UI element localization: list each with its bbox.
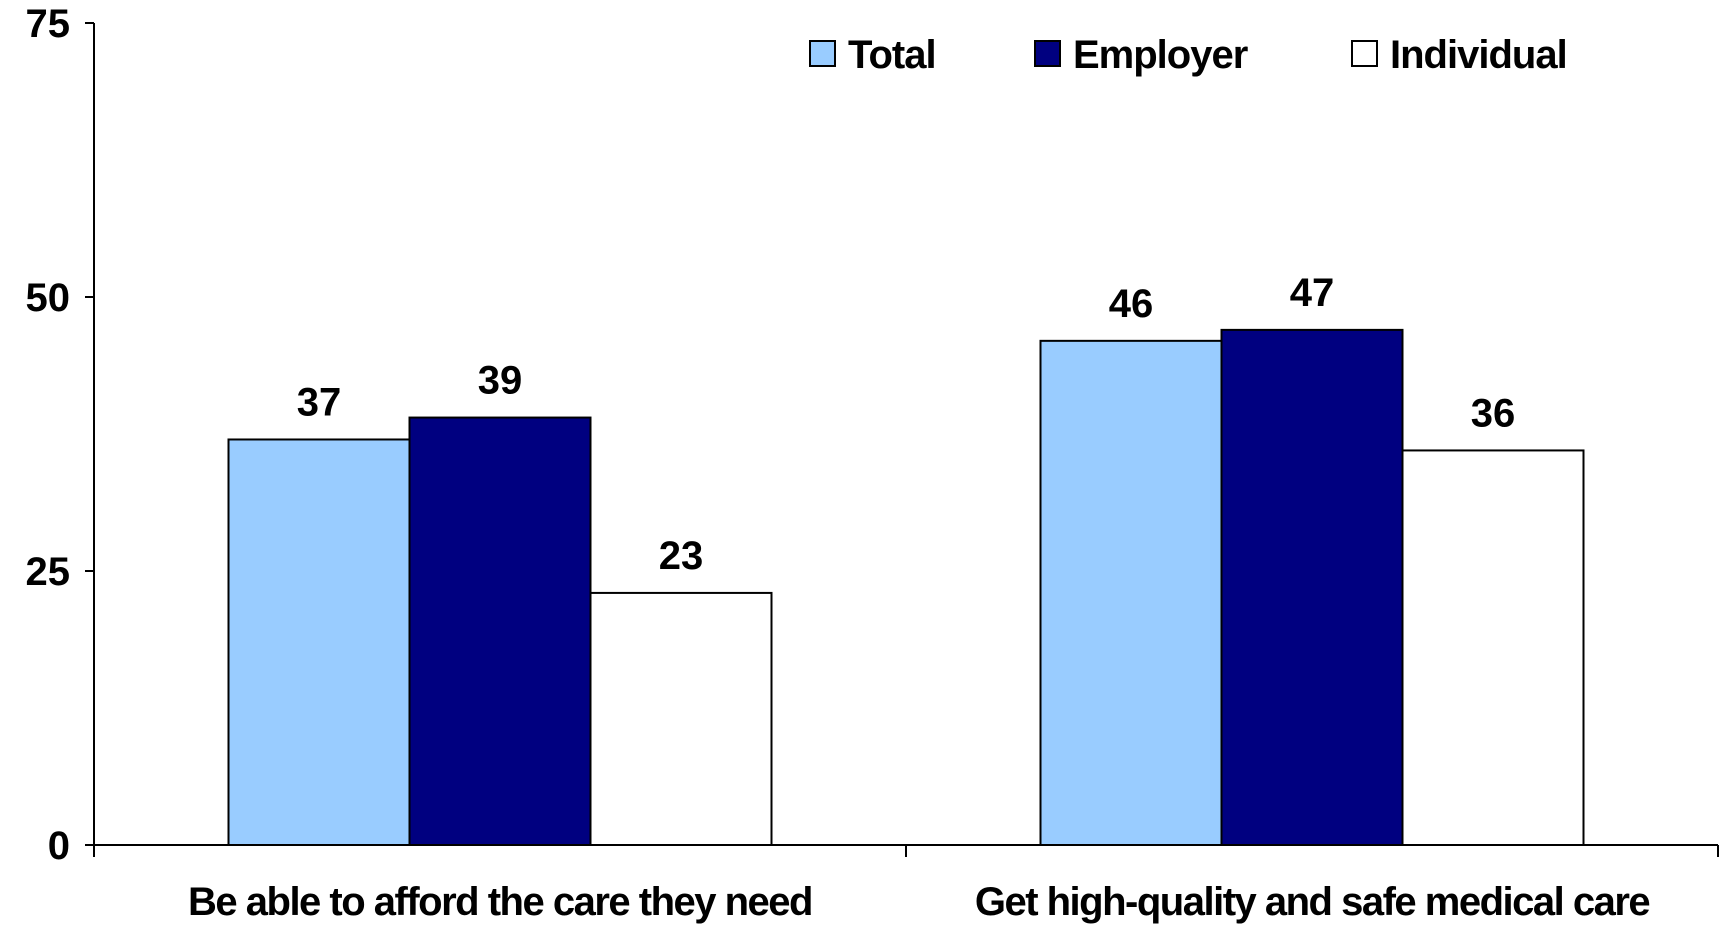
x-category-label: Be able to afford the care they need [188, 880, 812, 924]
bars [227, 328, 1585, 846]
legend-label-employer: Employer [1073, 33, 1248, 77]
bar-employer [1220, 328, 1404, 846]
legend-swatch-total [809, 40, 836, 67]
y-tick-label: 0 [48, 824, 70, 868]
axes: 0 25 50 75 Be able to afford the care they n… [26, 2, 1719, 924]
bar-total [227, 438, 411, 846]
y-tick-label: 75 [26, 2, 71, 46]
legend-swatch-employer [1034, 40, 1061, 67]
x-category-label: Get high-quality and safe medical care [975, 880, 1650, 924]
legend-label-total: Total [848, 33, 936, 77]
data-labels: 37 39 23 46 47 36 [297, 271, 1516, 578]
data-label: 46 [1109, 282, 1154, 326]
bar-individual [1401, 449, 1585, 846]
data-label: 39 [478, 359, 523, 403]
legend-swatch-individual [1351, 40, 1378, 67]
bar-employer [408, 416, 592, 846]
y-tick-label: 25 [26, 550, 71, 594]
data-label: 23 [659, 534, 704, 578]
bar-total [1039, 339, 1223, 846]
y-tick-label: 50 [26, 276, 71, 320]
legend-label-individual: Individual [1390, 33, 1567, 77]
data-label: 37 [297, 380, 342, 424]
legend: Total Employer Individual [809, 33, 1568, 77]
data-label: 36 [1471, 391, 1516, 435]
bar-individual [589, 591, 773, 846]
data-label: 47 [1290, 271, 1335, 315]
